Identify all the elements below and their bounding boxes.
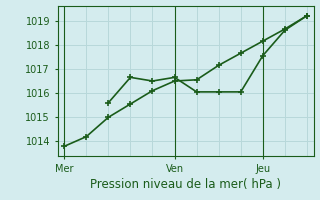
X-axis label: Pression niveau de la mer( hPa ): Pression niveau de la mer( hPa ) [90,178,281,191]
